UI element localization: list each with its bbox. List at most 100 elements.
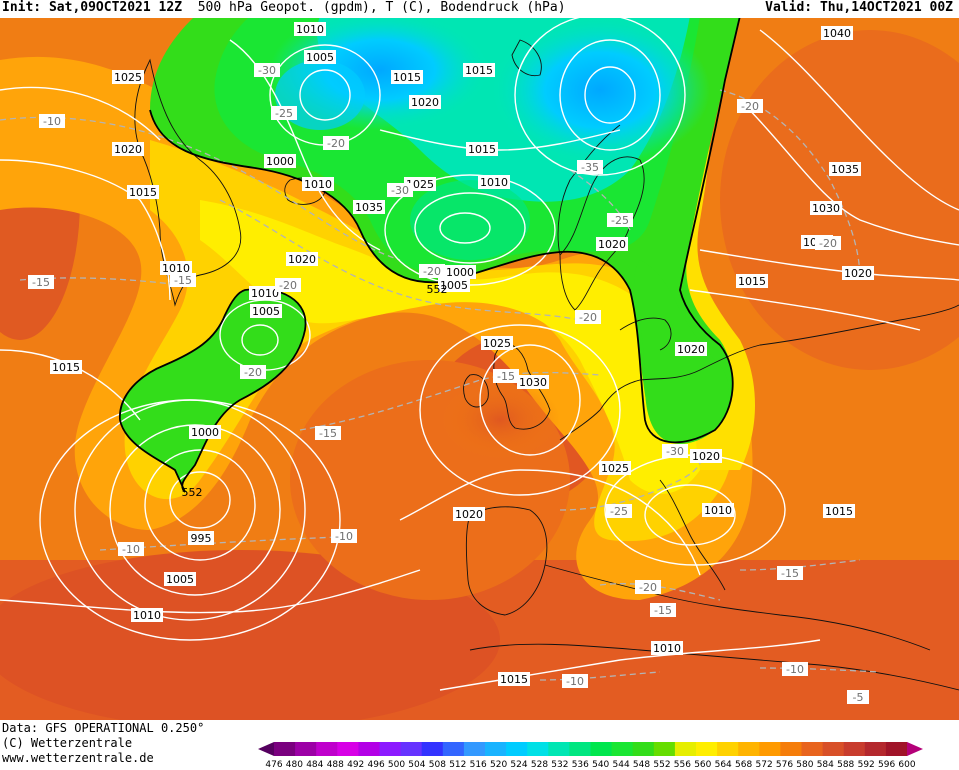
coast-baltic [619, 317, 672, 351]
pressure-label-text: 1015 [393, 71, 421, 84]
pressure-label-text: 1010 [162, 262, 190, 275]
contour-552 [119, 16, 741, 493]
pressure-label: 1015 [50, 360, 82, 374]
temperature-label: -10 [782, 662, 808, 676]
temperature-label-text: -25 [610, 505, 628, 518]
pressure-label: 1010 [294, 22, 326, 36]
temperature-label-text: -20 [279, 279, 297, 292]
temperature-label: -15 [170, 273, 196, 287]
pressure-label: 1010 [160, 261, 192, 275]
coast-africa [469, 643, 959, 691]
field-yellow-bright [200, 200, 706, 494]
colorbar-tick-label: 516 [470, 760, 487, 770]
pressure-label: 1020 [596, 237, 628, 251]
isotherm-10 [759, 667, 881, 673]
coast-britain [493, 343, 551, 430]
temperature-label: -10 [331, 529, 357, 543]
pressure-label: 1030 [810, 201, 842, 215]
contour-label-552-north: 552 [427, 283, 448, 296]
temperature-label: -30 [662, 444, 688, 458]
pressure-label-text: 1000 [266, 155, 294, 168]
temperature-label: -15 [777, 566, 803, 580]
colorbar-tick-label: 520 [490, 760, 507, 770]
temperature-label: -15 [315, 426, 341, 440]
field-blue-core-1 [490, 16, 710, 165]
colorbar-swatch [485, 742, 507, 756]
pressure-label: 1020 [842, 266, 874, 280]
isobar-high-ne-1 [759, 29, 959, 211]
field-green-atlantic [119, 289, 306, 492]
colorbar-tick-label: 576 [776, 760, 793, 770]
pressure-label: 1020 [286, 252, 318, 266]
colorbar-swatch [379, 742, 402, 756]
temperature-label-text: -15 [781, 567, 799, 580]
pressure-label-text: 1010 [251, 287, 279, 300]
colorbar-arrow-left [258, 742, 274, 756]
pressure-label-text: 1035 [355, 201, 383, 214]
pressure-label-text: 1020 [114, 143, 142, 156]
pressure-label: 1015 [498, 672, 530, 686]
temperature-label: -20 [240, 365, 266, 379]
pressure-label-text: 1015 [52, 361, 80, 374]
pressure-label-text: 1015 [500, 673, 528, 686]
temperature-label: -15 [28, 275, 54, 289]
temperature-label-text: -25 [611, 214, 629, 227]
contour-label-552-atlantic: 552 [182, 486, 203, 499]
colorbar-tick-label: 544 [613, 760, 630, 770]
colorbar-swatch [885, 742, 908, 756]
temperature-label-text: -15 [174, 274, 192, 287]
temperature-label-text: -10 [335, 530, 353, 543]
pressure-label: 1010 [478, 175, 510, 189]
colorbar-tick-label: 564 [715, 760, 732, 770]
init-value: Sat,09OCT2021 12Z [48, 0, 183, 15]
coast-europe [559, 304, 959, 441]
temperature-label-text: -10 [122, 543, 140, 556]
temperature-label-text: -5 [853, 691, 864, 704]
colorbar-tick-label: 584 [817, 760, 834, 770]
isobar-high-uk-3 [399, 469, 701, 576]
colorbar-ticks: 476 480 484 488 492 496 500 504 508 512 516 520 524 5… [265, 760, 915, 770]
website-link[interactable]: www.wetterzentrale.de [2, 751, 154, 765]
pressure-label: 1015 [463, 63, 495, 77]
map-header: Init: Sat,09OCT2021 12Z 500 hPa Geopot. … [0, 0, 959, 18]
colorbar-swatch [822, 742, 845, 756]
temperature-labels: -10 -30 -25 -20 -20 -35 -25 -15 -15 -20 … [28, 63, 869, 704]
colorbar-swatch [674, 742, 697, 756]
isobar-low-atl-7 [241, 324, 279, 356]
pressure-label-text: 1030 [812, 202, 840, 215]
colorbar-swatch [632, 742, 655, 756]
isotherm-11 [539, 671, 661, 681]
colorbar-tick-label: 552 [653, 760, 670, 770]
pressure-label: 1000 [264, 154, 296, 168]
colorbar-tick-label: 592 [858, 760, 875, 770]
colorbar-swatch [696, 742, 718, 756]
temperature-label-text: -30 [391, 184, 409, 197]
pressure-label: 1000 [444, 265, 476, 279]
pressure-label: 1020 [409, 95, 441, 109]
pressure-label-text: 1010 [704, 504, 732, 517]
colorbar-tick-label: 476 [265, 760, 282, 770]
pressure-label: 1000 [189, 425, 221, 439]
colorbar-tick-label: 596 [878, 760, 895, 770]
pressure-label: 1010 [249, 286, 281, 300]
coast-mediterranean [544, 564, 931, 651]
isobar-low-eu-1 [644, 484, 736, 546]
contour-labels: 552 552 [182, 283, 448, 499]
colorbar-swatch [548, 742, 570, 756]
pressure-label: 1015 [391, 70, 423, 84]
colorbar-tick-label: 532 [551, 760, 568, 770]
pressure-label: 1005 [164, 572, 196, 586]
colorbar-swatch [653, 742, 676, 756]
temperature-label: -15 [493, 369, 519, 383]
isobar-low-arc-4 [559, 39, 661, 151]
map-description: 500 hPa Geopot. (gpdm), T (C), Bodendruc… [197, 0, 566, 15]
colorbar-swatch [274, 742, 296, 756]
pressure-label: 1010 [131, 608, 163, 622]
temperature-label-text: -15 [319, 427, 337, 440]
colorbar-swatch [717, 742, 739, 756]
colorbar-tick-label: 484 [306, 760, 323, 770]
credits: Data: GFS OPERATIONAL 0.250° (C) Wetterz… [2, 721, 204, 766]
isobar-low-nor-1 [439, 212, 491, 244]
field-ne-orange [720, 30, 959, 370]
pressure-label-text: 1025 [601, 462, 629, 475]
